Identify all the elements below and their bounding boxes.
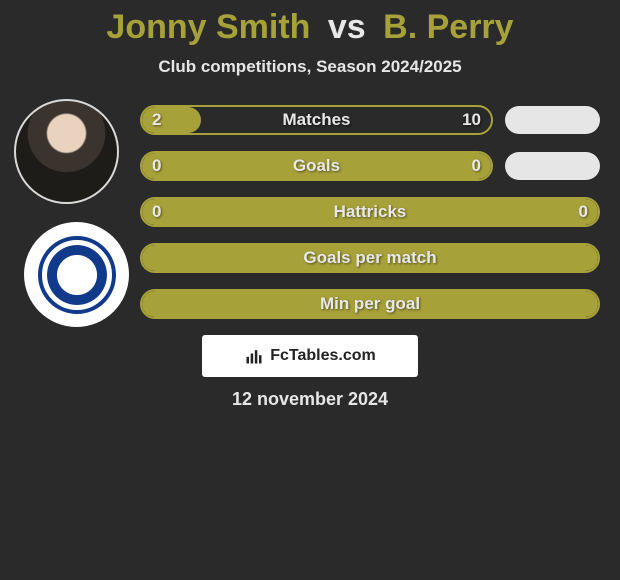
club-badge xyxy=(24,222,129,327)
chart-icon xyxy=(244,346,264,366)
bar-track: Min per goal xyxy=(140,289,600,319)
stat-label: Min per goal xyxy=(142,291,598,317)
stat-label: Goals per match xyxy=(142,245,598,271)
stat-row: Goals per match xyxy=(140,243,600,273)
brand-badge: FcTables.com xyxy=(202,335,418,377)
comparison-card: Jonny Smith vs B. Perry Club competition… xyxy=(0,0,620,410)
player1-name: Jonny Smith xyxy=(106,8,310,46)
vs-label: vs xyxy=(328,8,366,46)
stats-section: 210Matches 00Goals 00Hattricks Goals per ma… xyxy=(0,105,620,319)
stat-label: Hattricks xyxy=(142,199,598,225)
bar-track: 210Matches xyxy=(140,105,493,135)
date-text: 12 november 2024 xyxy=(0,389,620,410)
bar-track: Goals per match xyxy=(140,243,600,273)
avatar-stack xyxy=(8,99,138,327)
player2-name: B. Perry xyxy=(383,8,513,46)
page-title: Jonny Smith vs B. Perry xyxy=(0,8,620,47)
stat-row: 00Hattricks xyxy=(140,197,600,227)
stat-row: Min per goal xyxy=(140,289,600,319)
stat-row: 00Goals xyxy=(140,151,600,181)
player-avatar xyxy=(14,99,119,204)
side-pill xyxy=(505,152,600,180)
subtitle: Club competitions, Season 2024/2025 xyxy=(0,57,620,77)
bar-track: 00Goals xyxy=(140,151,493,181)
stat-label: Matches xyxy=(142,107,491,133)
brand-text: FcTables.com xyxy=(270,347,376,365)
stat-label: Goals xyxy=(142,153,491,179)
club-badge-inner xyxy=(38,236,116,314)
side-pill xyxy=(505,106,600,134)
stat-row: 210Matches xyxy=(140,105,600,135)
bar-track: 00Hattricks xyxy=(140,197,600,227)
